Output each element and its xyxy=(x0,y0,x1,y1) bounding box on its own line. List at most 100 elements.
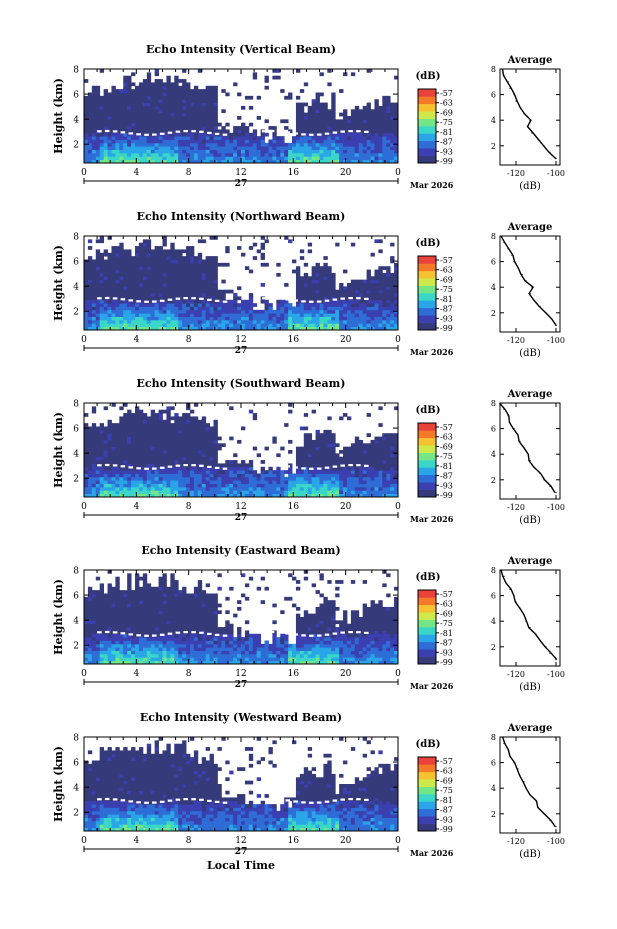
heatmap-cell xyxy=(131,460,136,464)
heatmap-cell xyxy=(186,272,191,277)
heatmap-cell xyxy=(107,456,112,461)
heatmap-cell xyxy=(103,316,108,321)
heatmap-cell xyxy=(91,95,97,100)
heatmap-cell xyxy=(346,326,352,331)
heatmap-cell xyxy=(142,309,148,314)
heatmap-cell xyxy=(331,156,336,161)
heatmap-cell xyxy=(197,89,203,93)
heatmap-cell xyxy=(182,156,187,161)
heatmap-cell xyxy=(374,463,379,468)
heatmap-cell xyxy=(107,126,112,130)
heatmap-cell xyxy=(390,149,395,154)
heatmap-cell xyxy=(95,139,101,144)
heatmap-cell xyxy=(205,102,211,107)
heatmap-cell xyxy=(382,276,387,281)
heatmap-cell xyxy=(394,433,399,437)
heatmap-cell xyxy=(87,443,93,448)
heatmap-cell xyxy=(225,303,230,307)
heatmap-cell xyxy=(343,466,348,471)
heatmap-cell xyxy=(307,463,313,468)
heatmap-cell xyxy=(366,119,371,124)
heatmap-cell xyxy=(107,272,112,277)
heatmap-cell xyxy=(303,303,309,307)
heatmap-cell xyxy=(107,460,112,464)
heatmap-cell xyxy=(95,493,101,498)
heatmap-cell xyxy=(127,289,132,294)
heatmap-cell xyxy=(193,85,199,90)
heatmap-cell xyxy=(213,316,218,321)
heatmap-cell xyxy=(131,139,136,144)
heatmap-cell xyxy=(115,433,120,437)
heatmap-cell xyxy=(350,299,356,304)
heatmap-cell xyxy=(370,139,375,144)
heatmap-cell xyxy=(354,323,360,328)
heatmap-cell xyxy=(87,262,93,267)
heatmap-cell xyxy=(217,152,222,157)
heatmap-cell xyxy=(150,149,156,154)
heatmap-cell xyxy=(186,486,191,491)
heatmap-cell xyxy=(166,480,171,484)
heatmap-cell xyxy=(205,286,211,291)
heatmap-cell xyxy=(138,419,144,424)
heatmap-cell xyxy=(150,423,156,427)
heatmap-cell xyxy=(307,126,313,130)
heatmap-cell xyxy=(127,122,132,127)
heatmap-cell xyxy=(241,252,246,257)
heatmap-cell xyxy=(166,293,171,297)
heatmap-cell xyxy=(237,326,242,331)
heatmap-cell xyxy=(331,493,336,498)
heatmap-cell xyxy=(354,456,360,461)
heatmap-cell xyxy=(193,423,199,427)
heatmap-cell xyxy=(138,289,144,294)
heatmap-cell xyxy=(311,323,316,328)
heatmap-cell xyxy=(189,306,195,311)
heatmap-cell xyxy=(354,139,360,144)
heatmap-cell xyxy=(107,269,112,274)
heatmap-cell xyxy=(241,309,246,314)
heatmap-cell xyxy=(95,112,101,117)
heatmap-cell xyxy=(311,269,316,274)
heatmap-cell xyxy=(225,149,230,154)
heatmap-cell xyxy=(311,299,316,304)
heatmap-cell xyxy=(142,326,148,331)
heatmap-cell xyxy=(111,403,116,407)
heatmap-cell xyxy=(295,323,301,328)
heatmap-cell xyxy=(295,476,301,481)
heatmap-cell xyxy=(315,486,320,491)
heatmap-cell xyxy=(87,159,93,164)
heatmap-cell xyxy=(138,316,144,321)
y-axis-label: Height (km) xyxy=(52,78,65,154)
heatmap-cell xyxy=(378,476,383,481)
heatmap-cell xyxy=(131,132,136,137)
heatmap-cell xyxy=(123,249,128,254)
colorbar-segment xyxy=(418,300,436,309)
heatmap-cell xyxy=(319,102,324,107)
heatmap-cell xyxy=(339,460,344,464)
heatmap-cell xyxy=(142,239,148,244)
heatmap-cell xyxy=(244,149,250,154)
heatmap-cell xyxy=(213,272,218,277)
heatmap-cell xyxy=(358,470,364,474)
heatmap-cell xyxy=(284,323,289,328)
heatmap-cell xyxy=(178,486,183,491)
heatmap-cell xyxy=(166,460,171,464)
heatmap-cell xyxy=(358,136,364,140)
heatmap-cell xyxy=(221,326,226,331)
heatmap-cell xyxy=(284,303,289,307)
heatmap-cell xyxy=(248,136,254,140)
heatmap-cell xyxy=(205,276,211,281)
heatmap-cell xyxy=(323,279,328,284)
heatmap-cell xyxy=(374,443,379,448)
heatmap-cell xyxy=(260,466,265,471)
heatmap-cell xyxy=(229,493,234,498)
heatmap-cell xyxy=(87,436,93,441)
heatmap-cell xyxy=(315,269,320,274)
heatmap-cell xyxy=(174,266,179,270)
heatmap-cell xyxy=(299,313,305,317)
heatmap-cell xyxy=(162,276,167,281)
heatmap-cell xyxy=(146,239,152,244)
heatmap-cell xyxy=(142,89,148,93)
heatmap-cell xyxy=(241,139,246,144)
heatmap-cell xyxy=(390,146,395,150)
heatmap-cell xyxy=(135,122,140,127)
